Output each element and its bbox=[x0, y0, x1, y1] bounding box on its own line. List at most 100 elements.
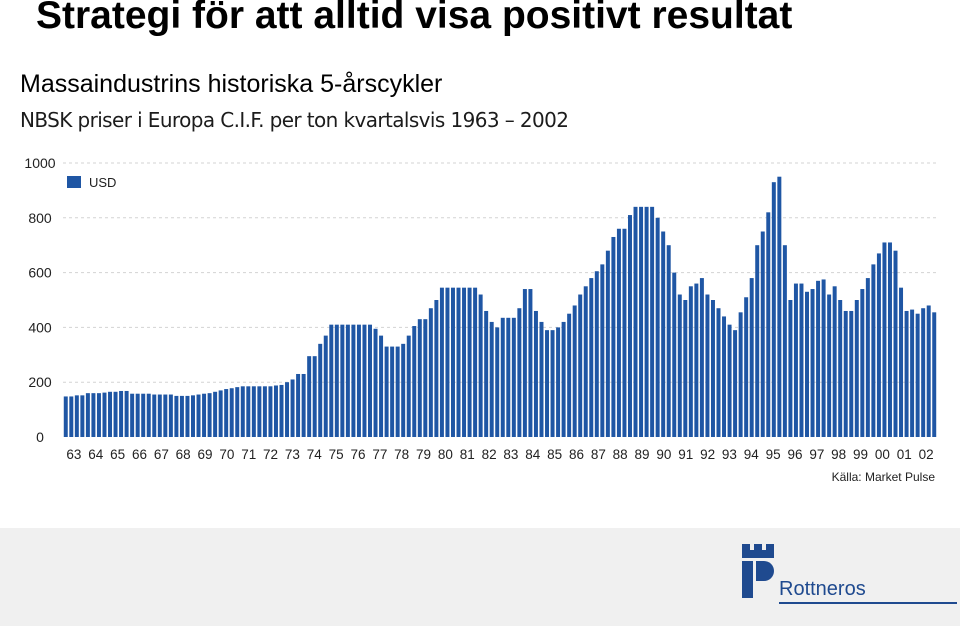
bar bbox=[517, 308, 522, 437]
bar bbox=[904, 310, 909, 437]
x-tick-label: 84 bbox=[525, 447, 541, 462]
bar bbox=[644, 206, 649, 437]
bar bbox=[456, 287, 461, 437]
x-tick-label: 95 bbox=[766, 447, 781, 462]
bar bbox=[677, 294, 682, 437]
bar bbox=[694, 283, 699, 437]
bar bbox=[650, 206, 655, 437]
bar bbox=[793, 283, 798, 437]
bar bbox=[876, 253, 881, 437]
bar bbox=[738, 312, 743, 437]
chart-source: Källa: Market Pulse bbox=[832, 470, 936, 484]
bar bbox=[805, 291, 809, 437]
bar bbox=[710, 300, 715, 437]
bar bbox=[191, 395, 195, 437]
x-tick-label: 92 bbox=[700, 447, 715, 462]
bar bbox=[340, 324, 345, 437]
y-tick-label: 0 bbox=[36, 429, 44, 445]
bar bbox=[511, 317, 516, 437]
bar bbox=[312, 356, 317, 437]
bar bbox=[467, 287, 472, 437]
x-tick-label: 86 bbox=[569, 447, 584, 462]
bar bbox=[484, 310, 489, 437]
bar bbox=[301, 373, 306, 437]
bar bbox=[639, 206, 644, 437]
bar bbox=[771, 182, 776, 437]
bar bbox=[473, 287, 478, 437]
bar bbox=[273, 385, 278, 437]
bar bbox=[722, 316, 727, 437]
bar bbox=[628, 215, 632, 437]
bar bbox=[528, 289, 533, 437]
bar bbox=[74, 395, 79, 437]
bar bbox=[716, 308, 721, 437]
x-tick-label: 63 bbox=[66, 447, 81, 462]
x-tick-label: 80 bbox=[438, 447, 453, 462]
bar bbox=[688, 286, 693, 437]
y-axis: 0 200 400 600 800 1000 bbox=[24, 155, 55, 445]
bar bbox=[362, 324, 367, 437]
bar bbox=[760, 231, 765, 437]
bar bbox=[229, 388, 234, 437]
bar bbox=[910, 309, 915, 437]
bar bbox=[887, 242, 892, 437]
bar bbox=[373, 328, 378, 437]
bar bbox=[478, 294, 483, 437]
bar bbox=[589, 278, 594, 437]
bar bbox=[744, 297, 749, 437]
footer-band bbox=[0, 528, 960, 626]
bar bbox=[207, 393, 212, 437]
bar bbox=[633, 206, 638, 437]
bar bbox=[600, 264, 605, 437]
bar bbox=[893, 250, 898, 437]
bar bbox=[616, 228, 621, 437]
bar bbox=[262, 386, 267, 437]
bar bbox=[102, 392, 107, 437]
x-tick-label: 64 bbox=[88, 447, 104, 462]
bar bbox=[462, 287, 467, 437]
x-tick-label: 02 bbox=[919, 447, 934, 462]
bar bbox=[257, 386, 262, 437]
bar bbox=[368, 324, 372, 437]
bar bbox=[495, 327, 500, 437]
bar bbox=[567, 313, 572, 437]
bar bbox=[279, 384, 284, 437]
bar bbox=[655, 217, 660, 437]
bar bbox=[733, 330, 738, 437]
x-tick-label: 66 bbox=[132, 447, 147, 462]
bar bbox=[323, 335, 328, 437]
bar bbox=[556, 327, 561, 437]
x-tick-label: 90 bbox=[656, 447, 671, 462]
x-tick-label: 88 bbox=[613, 447, 628, 462]
bar bbox=[356, 324, 361, 437]
bar bbox=[202, 393, 207, 437]
bar bbox=[533, 310, 538, 437]
x-tick-label: 98 bbox=[831, 447, 846, 462]
bar bbox=[578, 294, 583, 437]
x-tick-label: 79 bbox=[416, 447, 431, 462]
y-tick-label: 600 bbox=[28, 265, 52, 281]
bar bbox=[605, 250, 610, 437]
x-tick-label: 67 bbox=[154, 447, 169, 462]
bar bbox=[113, 391, 118, 437]
x-tick-label: 69 bbox=[198, 447, 213, 462]
logo-underline bbox=[779, 602, 957, 604]
bar bbox=[799, 283, 804, 437]
bar bbox=[838, 300, 843, 437]
x-tick-label: 70 bbox=[219, 447, 234, 462]
bar bbox=[141, 393, 146, 437]
bar bbox=[85, 393, 90, 437]
bar bbox=[390, 346, 395, 437]
bar bbox=[749, 278, 754, 437]
bar bbox=[290, 379, 295, 437]
bar bbox=[755, 245, 760, 437]
bar bbox=[445, 287, 450, 437]
bar bbox=[296, 373, 301, 437]
bar bbox=[307, 356, 312, 437]
bar bbox=[683, 300, 688, 437]
x-tick-label: 00 bbox=[875, 447, 890, 462]
x-tick-label: 91 bbox=[678, 447, 693, 462]
bar bbox=[506, 317, 511, 437]
bar bbox=[213, 391, 218, 437]
